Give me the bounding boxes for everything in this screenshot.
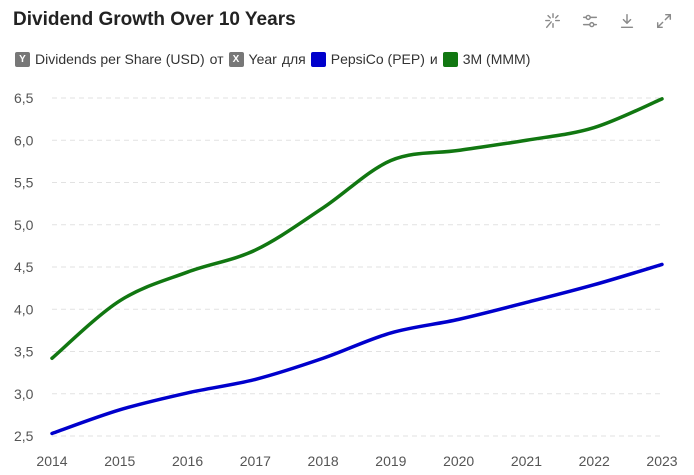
x-axis-label: Year	[248, 51, 277, 67]
series-line-pep	[50, 262, 664, 436]
legend-separator: от	[209, 51, 224, 67]
y-tick-label: 3,0	[14, 386, 34, 402]
sliders-icon[interactable]	[571, 9, 608, 33]
chart-title: Dividend Growth Over 10 Years	[13, 9, 296, 30]
y-axis-badge: Y	[15, 51, 30, 67]
x-tick-label: 2014	[36, 453, 67, 469]
y-tick-label: 4,5	[14, 259, 34, 275]
legend-y-axis: Y Dividends per Share (USD)	[15, 51, 205, 67]
mmm-label: 3M (MMM)	[462, 51, 531, 67]
legend-separator: для	[281, 51, 306, 67]
mmm-swatch	[442, 51, 458, 67]
expand-icon[interactable]	[645, 9, 682, 33]
pep-swatch	[310, 51, 326, 67]
x-tick-label: 2019	[375, 453, 406, 469]
y-tick-label: 3,5	[14, 344, 34, 360]
y-tick-label: 6,5	[14, 90, 34, 106]
x-tick-label: 2021	[511, 453, 542, 469]
y-tick-label: 2,5	[14, 428, 34, 444]
magic-icon[interactable]	[534, 9, 571, 33]
legend-item-mmm[interactable]: 3M (MMM)	[442, 51, 531, 67]
x-tick-label: 2022	[579, 453, 610, 469]
legend-x-axis: X Year	[228, 51, 277, 67]
series-line-mmm	[50, 97, 664, 361]
pep-label: PepsiCo (PEP)	[330, 51, 425, 67]
x-tick-label: 2016	[172, 453, 203, 469]
x-tick-label: 2017	[240, 453, 271, 469]
download-icon[interactable]	[608, 9, 645, 33]
x-axis-badge: X	[228, 51, 244, 67]
x-tick-label: 2015	[104, 453, 135, 469]
x-tick-label: 2023	[646, 453, 677, 469]
y-tick-label: 4,0	[14, 301, 34, 317]
chart-toolbar	[534, 9, 682, 33]
x-tick-label: 2018	[308, 453, 339, 469]
legend-separator: и	[429, 51, 438, 67]
y-axis-label: Dividends per Share (USD)	[35, 51, 205, 67]
y-tick-label: 6,0	[14, 132, 34, 148]
x-tick-label: 2020	[443, 453, 474, 469]
y-tick-label: 5,5	[14, 175, 34, 191]
chart-legend: Y Dividends per Share (USD) от X Year дл…	[15, 51, 535, 67]
legend-item-pep[interactable]: PepsiCo (PEP)	[310, 51, 425, 67]
y-tick-label: 5,0	[14, 217, 34, 233]
